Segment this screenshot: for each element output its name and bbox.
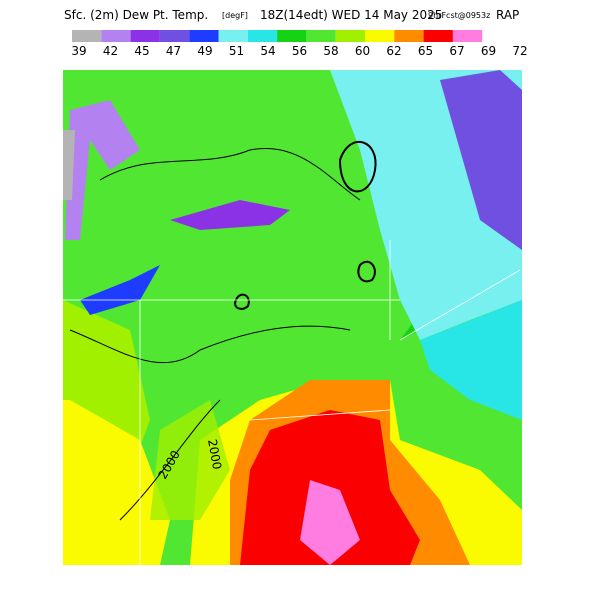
map: 2000 2000 bbox=[63, 70, 522, 565]
legend-label: 60 bbox=[355, 44, 370, 58]
legend-swatch bbox=[72, 30, 102, 42]
legend-swatch bbox=[189, 30, 219, 42]
legend-swatch bbox=[365, 30, 395, 42]
legend-label: 45 bbox=[134, 44, 149, 58]
legend-swatch bbox=[306, 30, 336, 42]
title: Sfc. (2m) Dew Pt. Temp. bbox=[64, 8, 208, 22]
legend-swatch bbox=[130, 30, 160, 42]
legend-label: 51 bbox=[229, 44, 244, 58]
legend-label: 39 bbox=[71, 44, 86, 58]
units: [degF] bbox=[222, 11, 248, 20]
forecast: 9hrFcst@0953z bbox=[428, 11, 490, 20]
legend-swatch bbox=[247, 30, 278, 42]
legend-label: 42 bbox=[103, 44, 118, 58]
legend-label: 58 bbox=[323, 44, 338, 58]
legend-label: 65 bbox=[418, 44, 433, 58]
legend-label: 72 bbox=[512, 44, 527, 58]
legend-swatch bbox=[452, 30, 483, 42]
legend-label: 67 bbox=[449, 44, 464, 58]
legend-swatch bbox=[335, 30, 365, 42]
legend-swatch bbox=[218, 30, 248, 42]
legend-swatch bbox=[159, 30, 190, 42]
legend-label: 47 bbox=[166, 44, 181, 58]
legend-label: 62 bbox=[386, 44, 401, 58]
legend-swatch bbox=[394, 30, 424, 42]
valid-time: 18Z(14edt) WED 14 May 2025 bbox=[260, 8, 442, 22]
legend-label: 56 bbox=[292, 44, 307, 58]
legend-swatch bbox=[423, 30, 453, 42]
legend-label: 49 bbox=[197, 44, 212, 58]
model: RAP bbox=[496, 8, 519, 22]
legend-swatch bbox=[277, 30, 307, 42]
legend-swatch bbox=[101, 30, 131, 42]
legend-label: 54 bbox=[260, 44, 275, 58]
color-legend: 39 42 45 47 49 51 54 56 58 60 62 65 67 69 72 bbox=[71, 30, 528, 58]
contour-label: 2000 bbox=[205, 438, 224, 471]
legend-label: 69 bbox=[481, 44, 496, 58]
